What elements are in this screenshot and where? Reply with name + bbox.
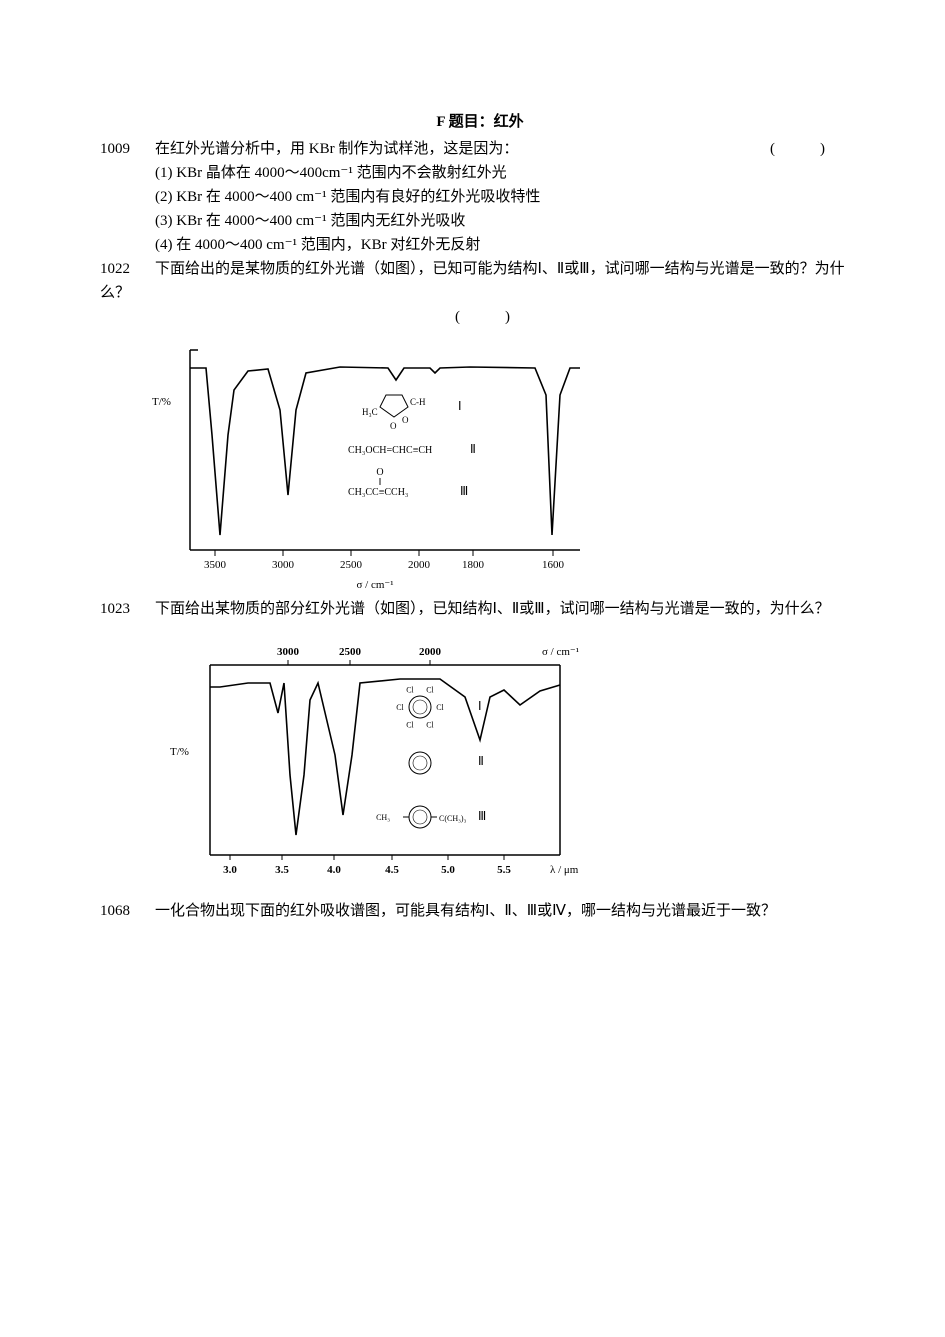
svg-text:2000: 2000: [408, 559, 431, 571]
q1009-opt3: (3) KBr 在 4000～400 cm⁻¹ 范围内无红外光吸收: [100, 209, 860, 233]
svg-text:Ⅱ: Ⅱ: [478, 754, 484, 768]
q1022-num: 1022: [100, 257, 155, 281]
q1022-paren: ( ): [455, 305, 510, 329]
svg-text:3500: 3500: [204, 559, 227, 571]
svg-text:5.5: 5.5: [497, 864, 511, 876]
svg-text:Cl: Cl: [396, 703, 404, 712]
q1068-num: 1068: [100, 899, 155, 923]
question-1023: 1023下面给出某物质的部分红外光谱（如图），已知结构Ⅰ、Ⅱ或Ⅲ，试问哪一结构与…: [100, 597, 860, 621]
q1009-num: 1009: [100, 137, 155, 161]
svg-text:Ⅰ: Ⅰ: [478, 699, 482, 713]
svg-text:2500: 2500: [339, 646, 362, 658]
q1022-stem: 下面给出的是某物质的红外光谱（如图），已知可能为结构Ⅰ、Ⅱ或Ⅲ，试问哪一结构与光…: [100, 261, 845, 301]
question-1009: 1009在红外光谱分析中，用 KBr 制作为试样池，这是因为： ( ): [100, 137, 860, 161]
svg-text:3000: 3000: [277, 646, 300, 658]
svg-text:4.0: 4.0: [327, 864, 341, 876]
svg-text:C(CH₃)₃: C(CH₃)₃: [439, 814, 467, 823]
svg-text:Cl: Cl: [426, 720, 434, 729]
svg-text:CH₃CC≡CCH₃: CH₃CC≡CCH₃: [348, 487, 408, 498]
q1009-opt4: (4) 在 4000～400 cm⁻¹ 范围内，KBr 对红外无反射: [100, 233, 860, 257]
q1023-stem: 下面给出某物质的部分红外光谱（如图），已知结构Ⅰ、Ⅱ或Ⅲ，试问哪一结构与光谱是一…: [155, 601, 830, 617]
svg-text:Ⅱ: Ⅱ: [470, 442, 476, 456]
svg-text:O: O: [402, 415, 409, 425]
svg-text:Ⅰ: Ⅰ: [458, 399, 462, 413]
svg-text:CH₃OCH=CHC≡CH: CH₃OCH=CHC≡CH: [348, 445, 432, 456]
svg-text:C-H: C-H: [410, 397, 426, 407]
ir-spectrum-1-svg: T/%350030002500200018001600σ / cm⁻¹H₃COC…: [140, 335, 600, 595]
svg-text:Cl: Cl: [426, 686, 434, 695]
svg-text:1600: 1600: [542, 559, 565, 571]
page-title: F 题目：红外: [100, 110, 860, 131]
svg-text:O: O: [390, 421, 397, 431]
svg-text:1800: 1800: [462, 559, 485, 571]
ir-spectrum-2-svg: T/% 3000 2500 2000 σ / cm⁻¹ 3.0 3.5 4.0 4.5 5.0 5.…: [160, 635, 590, 895]
svg-text:T/%: T/%: [170, 746, 189, 758]
svg-text:3.0: 3.0: [223, 864, 237, 876]
svg-text:Cl: Cl: [436, 703, 444, 712]
q1009-opt1: (1) KBr 晶体在 4000～400cm⁻¹ 范围内不会散射红外光: [100, 161, 860, 185]
svg-text:Ⅲ: Ⅲ: [460, 484, 468, 498]
svg-text:T/%: T/%: [152, 396, 171, 408]
svg-text:3.5: 3.5: [275, 864, 289, 876]
svg-text:CH₃: CH₃: [376, 813, 390, 822]
q1023-num: 1023: [100, 597, 155, 621]
svg-text:Cl: Cl: [406, 686, 414, 695]
svg-text:σ / cm⁻¹: σ / cm⁻¹: [356, 579, 393, 591]
q1068-stem: 一化合物出现下面的红外吸收谱图，可能具有结构Ⅰ、Ⅱ、Ⅲ或Ⅳ，哪一结构与光谱最近于…: [155, 903, 776, 919]
q1022-paren-row: 一致的？为什么？ ( ): [100, 305, 860, 329]
svg-text:H₃C: H₃C: [362, 407, 378, 417]
q1009-stem: 在红外光谱分析中，用 KBr 制作为试样池，这是因为：: [155, 141, 518, 157]
question-1022: 1022下面给出的是某物质的红外光谱（如图），已知可能为结构Ⅰ、Ⅱ或Ⅲ，试问哪一…: [100, 257, 860, 305]
svg-text:σ / cm⁻¹: σ / cm⁻¹: [542, 646, 579, 658]
figure-1022-spectrum: T/%350030002500200018001600σ / cm⁻¹H₃COC…: [140, 335, 860, 595]
svg-text:2000: 2000: [419, 646, 442, 658]
svg-text:3000: 3000: [272, 559, 295, 571]
svg-text:5.0: 5.0: [441, 864, 455, 876]
svg-text:Cl: Cl: [406, 720, 414, 729]
svg-text:λ / μm: λ / μm: [550, 864, 579, 876]
svg-text:2500: 2500: [340, 559, 363, 571]
q1009-opt2: (2) KBr 在 4000～400 cm⁻¹ 范围内有良好的红外光吸收特性: [100, 185, 860, 209]
figure-1023-spectrum: T/% 3000 2500 2000 σ / cm⁻¹ 3.0 3.5 4.0 4.5 5.0 5.…: [160, 635, 860, 895]
svg-text:Ⅲ: Ⅲ: [478, 809, 486, 823]
question-1068: 1068一化合物出现下面的红外吸收谱图，可能具有结构Ⅰ、Ⅱ、Ⅲ或Ⅳ，哪一结构与光…: [100, 899, 860, 923]
q1009-paren: ( ): [770, 137, 825, 161]
svg-text:4.5: 4.5: [385, 864, 399, 876]
